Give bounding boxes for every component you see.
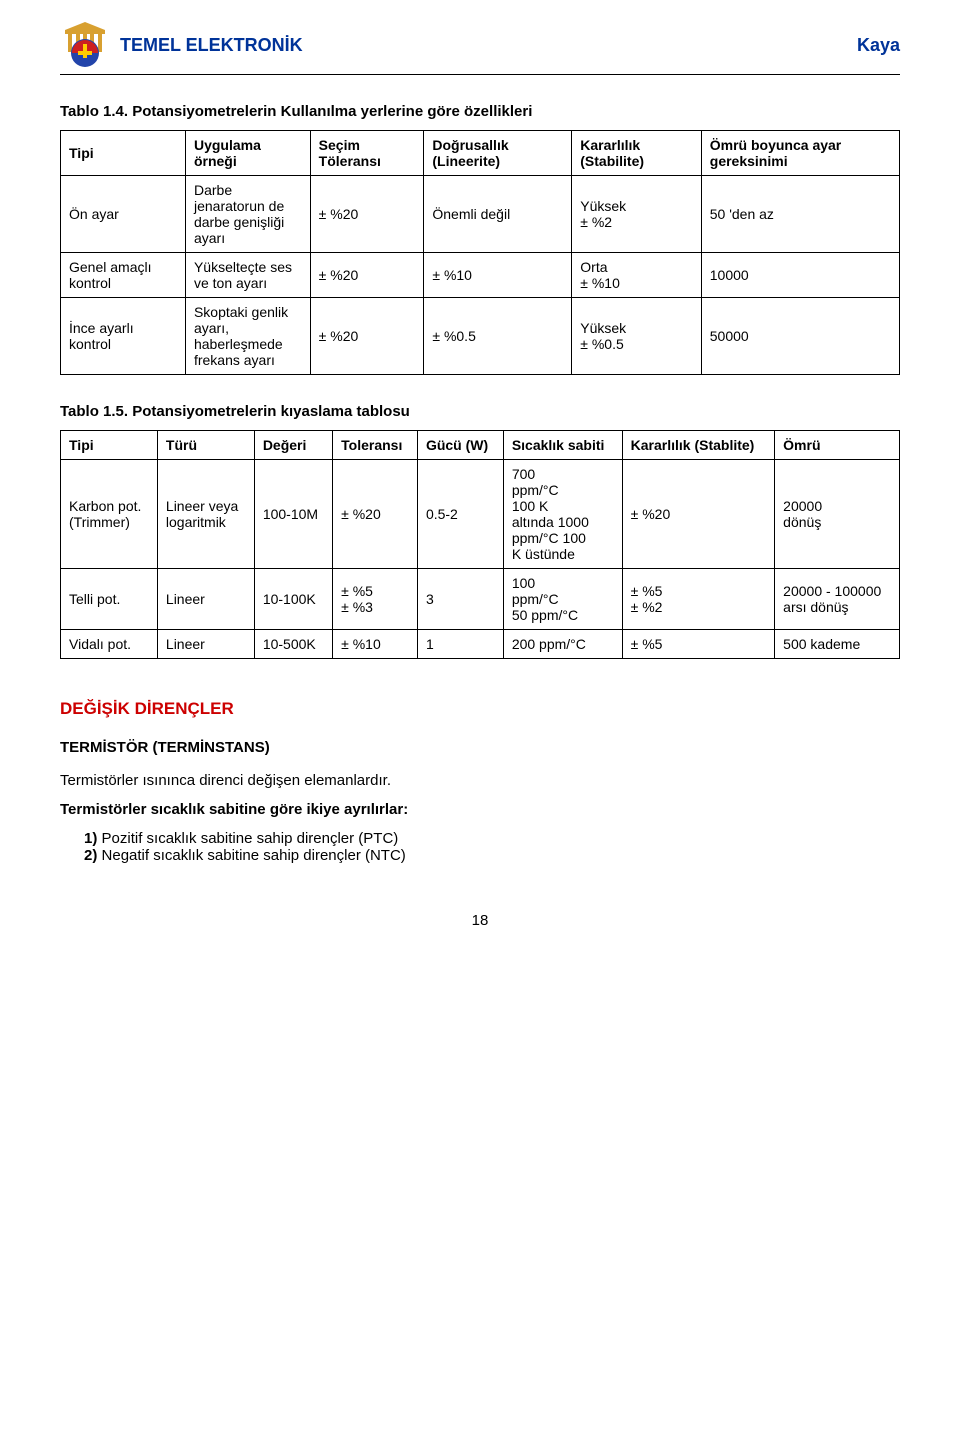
cell: Vidalı pot. <box>61 630 158 659</box>
col-header: Sıcaklık sabiti <box>503 431 622 460</box>
col-header: Tipi <box>61 431 158 460</box>
cell: ± %20 <box>310 298 424 375</box>
col-header: Türü <box>157 431 254 460</box>
page-header: TEMEL ELEKTRONİK Kaya <box>60 20 900 75</box>
col-header: Seçim Töleransı <box>310 131 424 176</box>
cell: 20000 - 100000 arsı dönüş <box>775 569 900 630</box>
cell: ± %10 <box>424 253 572 298</box>
table1-caption: Tablo 1.4. Potansiyometrelerin Kullanılm… <box>60 103 900 120</box>
table2: Tipi Türü Değeri Toleransı Gücü (W) Sıca… <box>60 430 900 659</box>
cell: 50000 <box>701 298 899 375</box>
table-row: Genel amaçlı kontrol Yükselteçte ses ve … <box>61 253 900 298</box>
col-header: Kararlılık (Stabilite) <box>572 131 702 176</box>
cell: Yüksek ± %2 <box>572 176 702 253</box>
col-header: Kararlılık (Stablite) <box>622 431 775 460</box>
cell: ± %0.5 <box>424 298 572 375</box>
cell: Lineer veya logaritmik <box>157 460 254 569</box>
list-num: 1) <box>84 830 97 847</box>
table1: Tipi Uygulama örneği Seçim Töleransı Doğ… <box>60 130 900 375</box>
cell: 700 ppm/°C 100 K altında 1000 ppm/°C 100… <box>503 460 622 569</box>
cell: Önemli değil <box>424 176 572 253</box>
col-header: Toleransı <box>333 431 418 460</box>
cell: 50 'den az <box>701 176 899 253</box>
numbered-list: 1) Pozitif sıcaklık sabitine sahip diren… <box>84 830 900 864</box>
list-item: 2) Negatif sıcaklık sabitine sahip diren… <box>84 847 900 864</box>
cell: 100-10M <box>254 460 332 569</box>
list-num: 2) <box>84 847 97 864</box>
table-header-row: Tipi Uygulama örneği Seçim Töleransı Doğ… <box>61 131 900 176</box>
table-row: Vidalı pot. Lineer 10-500K ± %10 1 200 p… <box>61 630 900 659</box>
logo-icon <box>60 20 110 70</box>
section-title-red: DEĞİŞİK DİRENÇLER <box>60 699 900 719</box>
section-subtitle: TERMİSTÖR (TERMİNSTANS) <box>60 739 900 756</box>
col-header: Ömrü <box>775 431 900 460</box>
cell: 3 <box>417 569 503 630</box>
cell: ± %5 ± %2 <box>622 569 775 630</box>
table-row: Karbon pot. (Trimmer) Lineer veya logari… <box>61 460 900 569</box>
cell: 10000 <box>701 253 899 298</box>
header-right: Kaya <box>857 35 900 56</box>
table-header-row: Tipi Türü Değeri Toleransı Gücü (W) Sıca… <box>61 431 900 460</box>
table-row: Telli pot. Lineer 10-100K ± %5 ± %3 3 10… <box>61 569 900 630</box>
cell: 10-500K <box>254 630 332 659</box>
cell: ± %20 <box>333 460 418 569</box>
cell: Telli pot. <box>61 569 158 630</box>
cell: Karbon pot. (Trimmer) <box>61 460 158 569</box>
col-header: Değeri <box>254 431 332 460</box>
cell: 500 kademe <box>775 630 900 659</box>
cell: 20000 dönüş <box>775 460 900 569</box>
col-header: Ömrü boyunca ayar gereksinimi <box>701 131 899 176</box>
cell: Yüksek ± %0.5 <box>572 298 702 375</box>
table-row: Ön ayar Darbe jenaratorun de darbe geniş… <box>61 176 900 253</box>
cell: 200 ppm/°C <box>503 630 622 659</box>
cell: 100 ppm/°C 50 ppm/°C <box>503 569 622 630</box>
cell: İnce ayarlı kontrol <box>61 298 186 375</box>
header-title: TEMEL ELEKTRONİK <box>120 35 303 56</box>
table-row: İnce ayarlı kontrol Skoptaki genlik ayar… <box>61 298 900 375</box>
paragraph-bold: Termistörler sıcaklık sabitine göre ikiy… <box>60 801 900 818</box>
cell: 0.5-2 <box>417 460 503 569</box>
cell: ± %5 <box>622 630 775 659</box>
cell: 10-100K <box>254 569 332 630</box>
cell: ± %10 <box>333 630 418 659</box>
page-number: 18 <box>60 912 900 929</box>
cell: ± %20 <box>622 460 775 569</box>
table2-caption: Tablo 1.5. Potansiyometrelerin kıyaslama… <box>60 403 900 420</box>
cell: Orta ± %10 <box>572 253 702 298</box>
cell: Skoptaki genlik ayarı, haberleşmede frek… <box>185 298 310 375</box>
cell: Yükselteçte ses ve ton ayarı <box>185 253 310 298</box>
cell: ± %5 ± %3 <box>333 569 418 630</box>
col-header: Tipi <box>61 131 186 176</box>
col-header: Doğrusallık (Lineerite) <box>424 131 572 176</box>
header-left: TEMEL ELEKTRONİK <box>60 20 303 70</box>
cell: Genel amaçlı kontrol <box>61 253 186 298</box>
cell: Lineer <box>157 569 254 630</box>
list-item: 1) Pozitif sıcaklık sabitine sahip diren… <box>84 830 900 847</box>
cell: ± %20 <box>310 176 424 253</box>
cell: Ön ayar <box>61 176 186 253</box>
col-header: Uygulama örneği <box>185 131 310 176</box>
list-text: Negatif sıcaklık sabitine sahip dirençle… <box>102 847 406 864</box>
paragraph: Termistörler ısınınca direnci değişen el… <box>60 772 900 789</box>
cell: Lineer <box>157 630 254 659</box>
cell: Darbe jenaratorun de darbe genişliği aya… <box>185 176 310 253</box>
list-text: Pozitif sıcaklık sabitine sahip dirençle… <box>102 830 399 847</box>
cell: 1 <box>417 630 503 659</box>
cell: ± %20 <box>310 253 424 298</box>
col-header: Gücü (W) <box>417 431 503 460</box>
